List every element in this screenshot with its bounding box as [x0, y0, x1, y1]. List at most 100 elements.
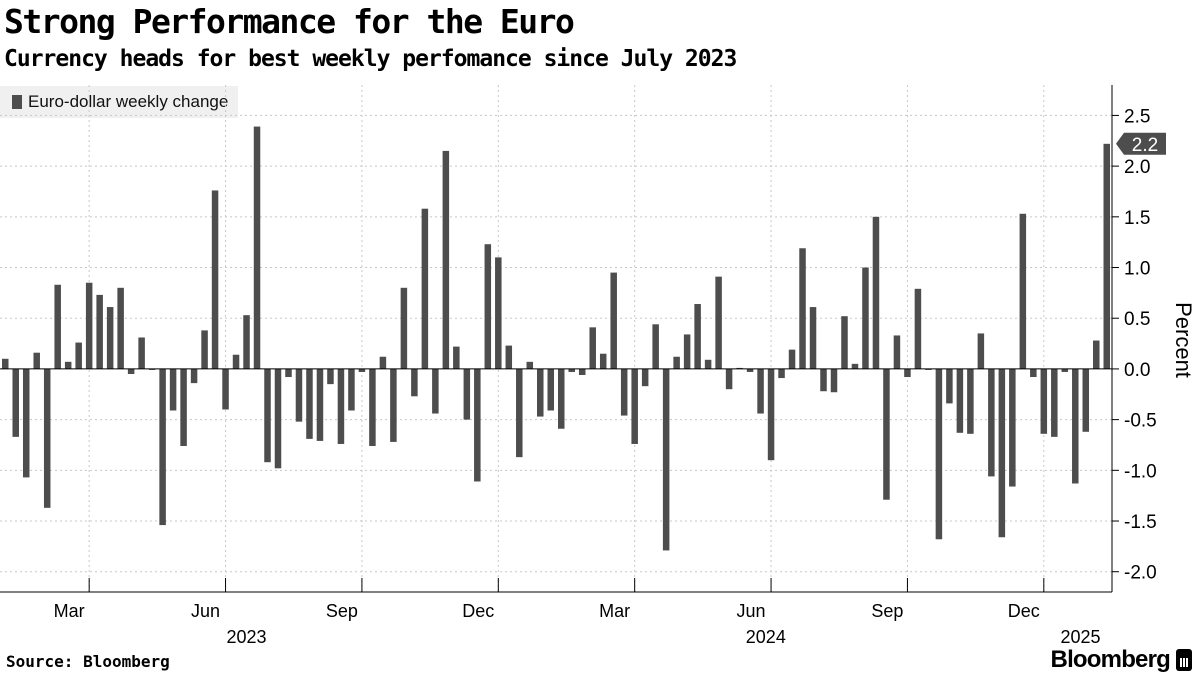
- bar: [148, 368, 156, 370]
- bar: [715, 276, 722, 369]
- bar: [495, 257, 502, 369]
- bar: [1061, 368, 1069, 372]
- vertical-gridlines: [88, 85, 1045, 592]
- bar: [96, 294, 103, 369]
- bar: [306, 368, 313, 439]
- bar: [1082, 368, 1090, 432]
- bar: [673, 356, 680, 369]
- bar: [222, 368, 229, 410]
- bar: [778, 368, 785, 379]
- y-axis-label: Percent: [1171, 302, 1196, 378]
- y-tick-label: -2.0: [1124, 563, 1157, 584]
- brand-logo: Bloomberg: [1051, 646, 1192, 674]
- bar: [893, 335, 901, 369]
- y-tick-label: -1.0: [1124, 461, 1157, 482]
- horizontal-gridlines: [0, 114, 1112, 573]
- bar: [474, 368, 481, 482]
- bar: [557, 368, 565, 429]
- bar: [463, 368, 471, 420]
- x-tick-label: Sep: [871, 601, 903, 621]
- bar: [516, 368, 523, 458]
- bar: [547, 368, 555, 411]
- bar: [1051, 368, 1058, 437]
- bar: [578, 368, 586, 376]
- bar: [589, 327, 596, 369]
- bar: [453, 346, 460, 369]
- source-note: Source: Bloomberg: [6, 652, 170, 671]
- bar: [285, 368, 292, 378]
- bar: [232, 354, 240, 369]
- bar: [201, 330, 208, 369]
- y-tick-label: 0.5: [1124, 309, 1150, 330]
- bars: [1, 126, 1111, 551]
- last-value-callout: 2.2: [1116, 132, 1166, 156]
- bar: [641, 368, 649, 387]
- bar: [610, 272, 617, 369]
- bar: [820, 368, 827, 392]
- bar: [683, 334, 691, 369]
- bar: [914, 288, 922, 369]
- x-year-label: 2023: [227, 627, 267, 647]
- bar: [830, 368, 838, 393]
- y-tick-label: 0.0: [1124, 360, 1150, 381]
- bar: [725, 368, 733, 390]
- bar: [421, 208, 429, 369]
- bar: [64, 361, 72, 369]
- bar: [904, 368, 911, 378]
- bar: [505, 345, 513, 369]
- bar-chart-icon: [1176, 649, 1192, 671]
- bar: [1030, 368, 1037, 378]
- bar: [253, 126, 261, 369]
- bar: [400, 287, 408, 369]
- bar: [988, 368, 995, 477]
- x-tick-label: Jun: [737, 601, 766, 621]
- y-tick-label: 1.5: [1124, 208, 1150, 229]
- bar: [977, 333, 985, 369]
- bar: [190, 368, 198, 384]
- chart-title: Strong Performance for the Euro: [4, 2, 575, 41]
- axes: [0, 85, 1119, 593]
- bar: [1103, 143, 1111, 369]
- x-year-label: 2024: [746, 627, 786, 647]
- bar: [369, 368, 376, 446]
- x-tick-label: Sep: [326, 601, 358, 621]
- x-tick-label: Dec: [1008, 601, 1040, 621]
- y-tick-label: -0.5: [1124, 411, 1157, 432]
- bar: [411, 368, 418, 397]
- bar: [1, 358, 9, 369]
- x-tick-label: Jun: [191, 601, 220, 621]
- bar: [159, 368, 166, 526]
- bar: [358, 368, 366, 372]
- bar: [631, 368, 638, 444]
- brand-name: Bloomberg: [1050, 646, 1171, 673]
- x-year-label: 2025: [1061, 627, 1101, 647]
- y-tick-labels: 2.5 2.0 1.5 1.0 0.5 0.0 -0.5 -1.0 -1.5 -2.0: [1124, 106, 1157, 583]
- bar: [127, 368, 135, 374]
- bar: [704, 359, 712, 369]
- bar: [12, 368, 19, 437]
- bar: [788, 349, 796, 369]
- bar: [694, 304, 701, 369]
- bar: [935, 368, 943, 540]
- bar: [1019, 213, 1027, 369]
- bar: [883, 368, 890, 500]
- bar: [43, 368, 51, 508]
- legend: Euro-dollar weekly change: [0, 86, 239, 118]
- bar: [956, 368, 964, 433]
- bar: [117, 287, 124, 369]
- bar: [169, 368, 177, 411]
- x-tick-label: Mar: [54, 601, 85, 621]
- bar: [599, 353, 607, 369]
- last-value-label: 2.2: [1132, 135, 1158, 156]
- bar: [620, 368, 628, 416]
- bar: [998, 368, 1006, 538]
- bar: [1009, 368, 1016, 487]
- y-tick-label: -1.5: [1124, 512, 1157, 533]
- bar: [799, 248, 806, 369]
- bar: [767, 368, 775, 461]
- bar: [526, 361, 534, 369]
- bar: [537, 368, 544, 417]
- chart-subtitle: Currency heads for best weekly perfomanc…: [4, 46, 737, 72]
- bar: [872, 216, 880, 369]
